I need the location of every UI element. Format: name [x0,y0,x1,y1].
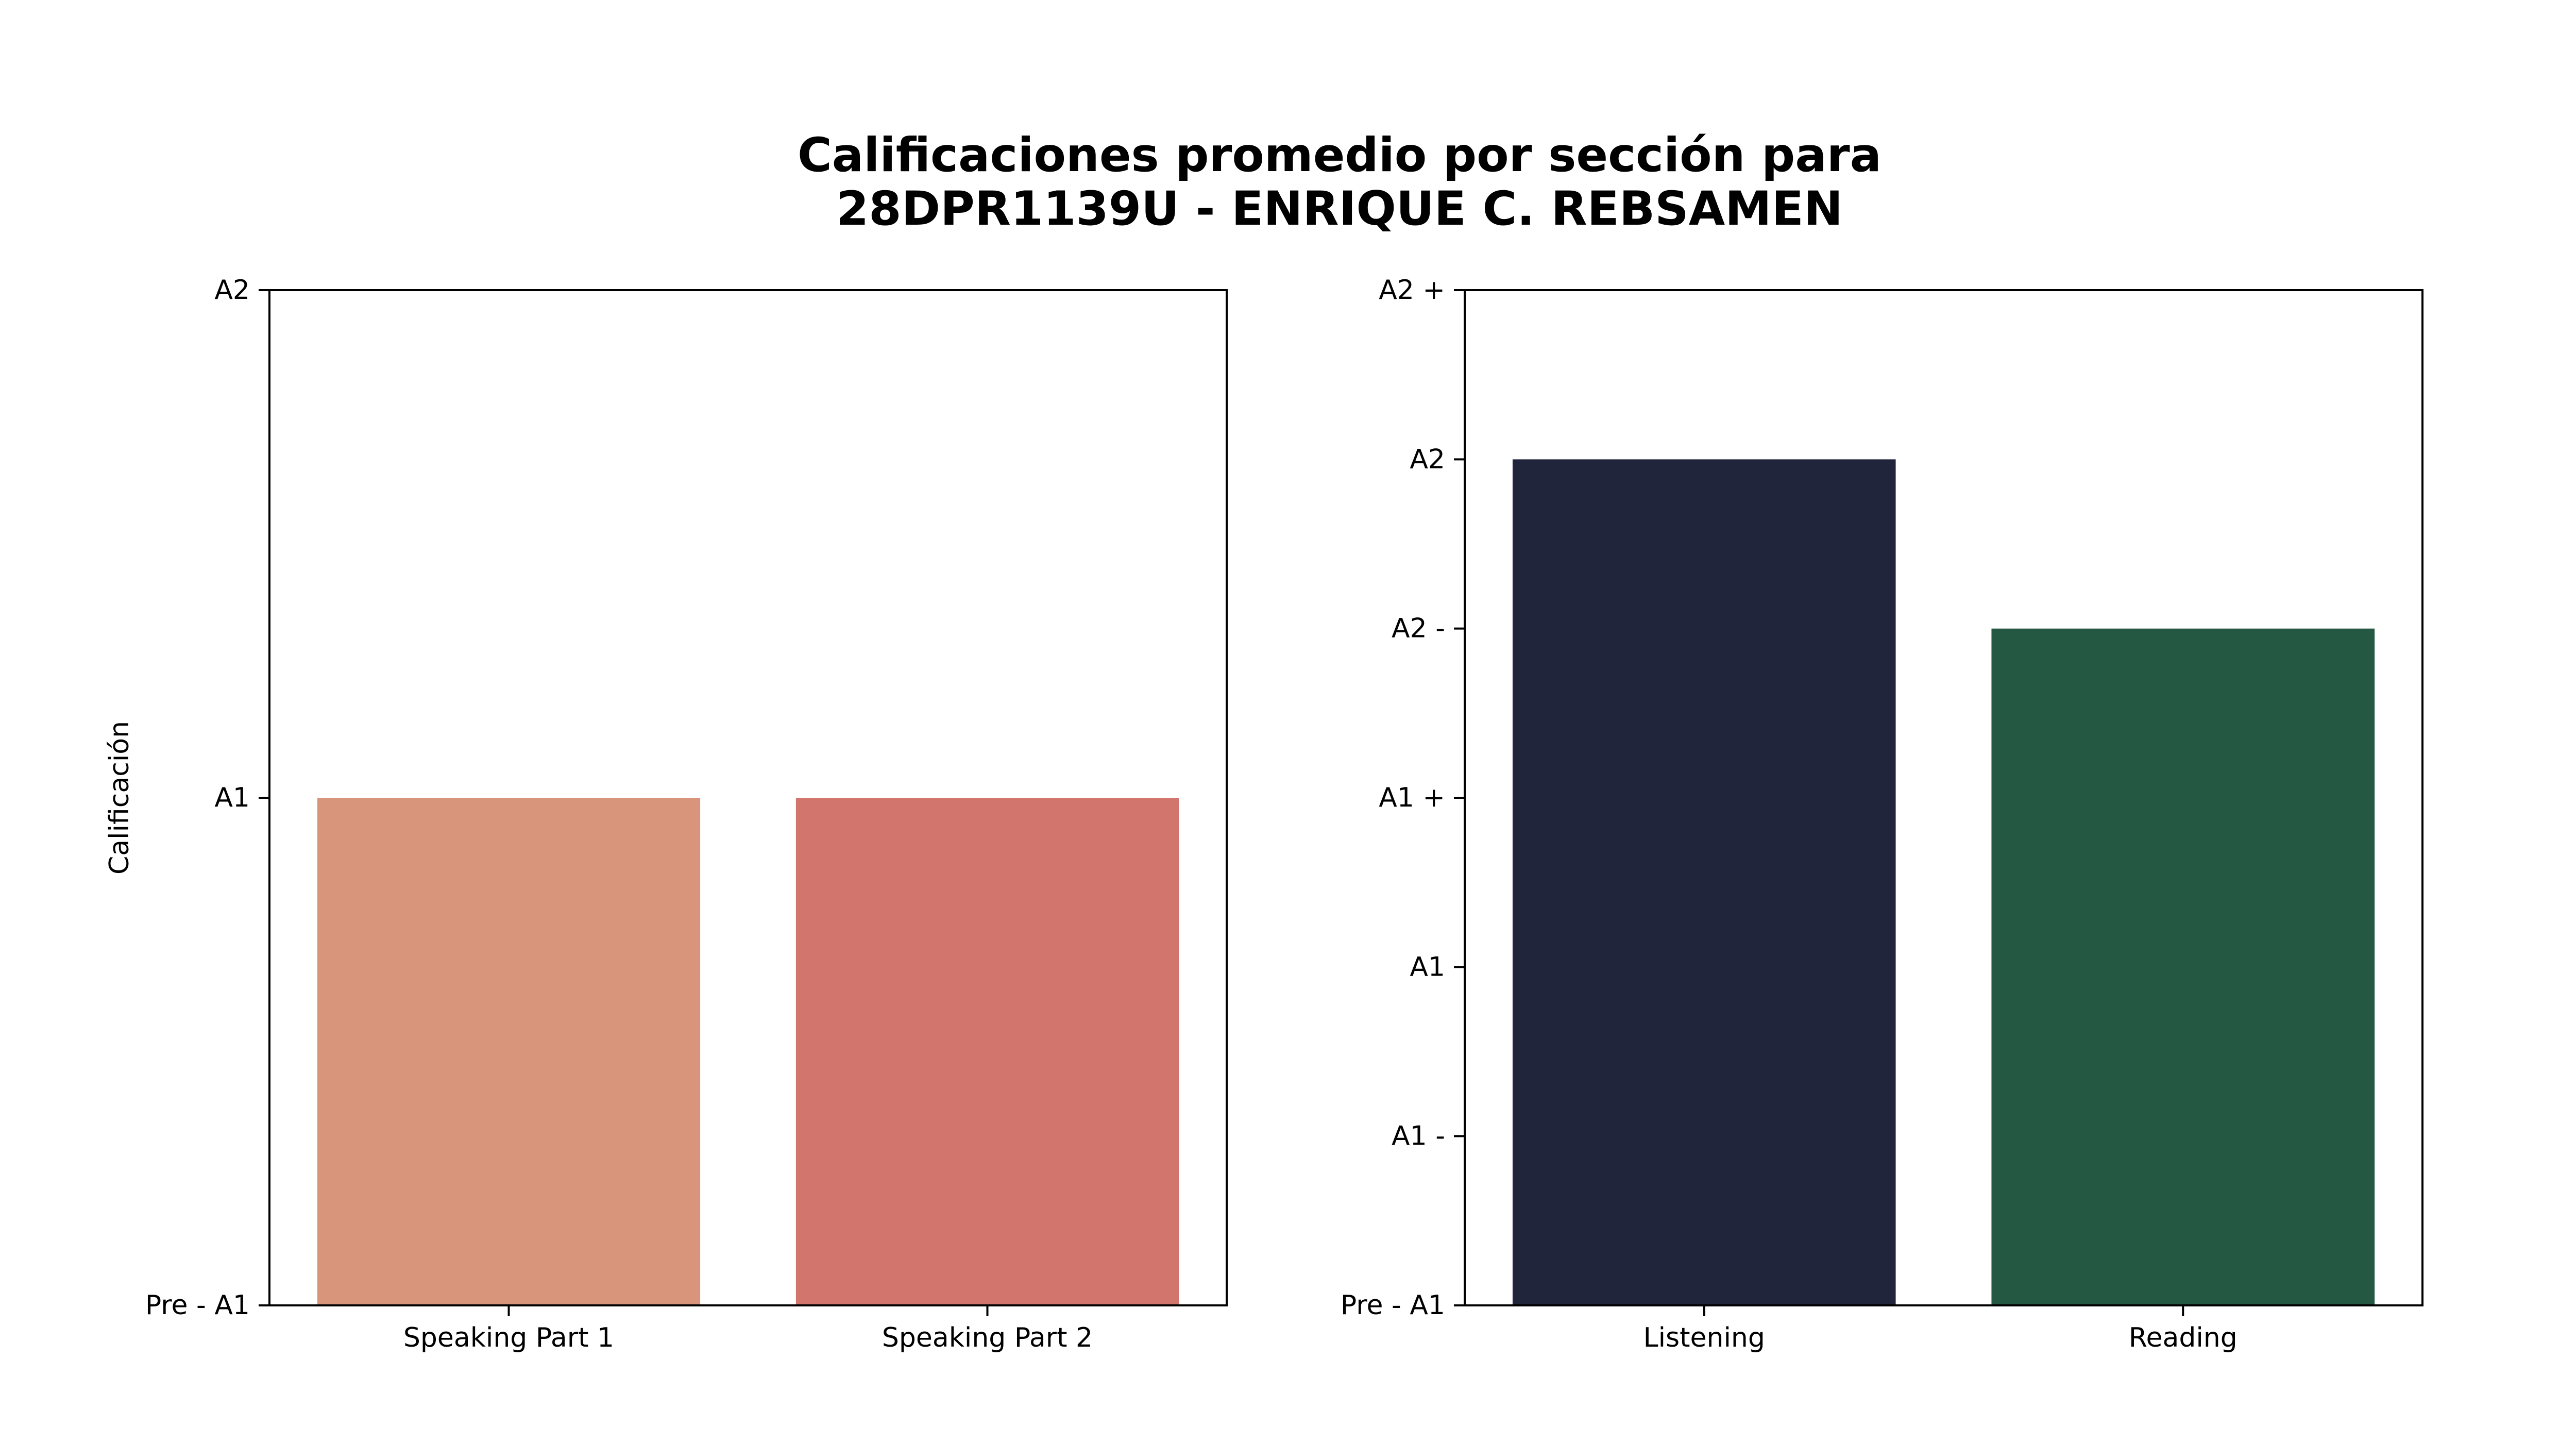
y-tick-label: A2 - [1392,613,1445,644]
chart-title: Calificaciones promedio por sección para… [0,129,2576,236]
y-tick-label: A1 [1410,951,1445,982]
x-tick-label: Reading [2129,1322,2238,1353]
chart-title-line-1: Calificaciones promedio por sección para [798,128,1882,182]
y-tick-label: A1 - [1392,1121,1445,1152]
y-tick-label: A2 + [1379,275,1445,306]
y-tick-label: Pre - A1 [145,1290,250,1321]
listening-reading-chart-panel: Pre - A1 A1 - A1 A1 + A2 - A2 A2 + Listening Rea… [1341,275,2424,1353]
chart-title-line-2: 28DPR1139U - ENRIQUE C. REBSAMEN [836,182,1843,236]
bar-listening [1512,459,1896,1306]
y-tick-label: A2 [1410,444,1445,475]
y-tick-label: A1 [214,782,250,813]
x-tick-label: Speaking Part 2 [882,1322,1093,1353]
speaking-chart-panel: Pre - A1 A1 A2 Speaking Part 1 Speaking Part… [104,275,1228,1353]
y-axis-label: Calificación [104,721,135,875]
bar-speaking-part-1 [317,798,701,1305]
y-tick-label: A2 [214,275,250,306]
x-tick-label: Speaking Part 1 [403,1322,614,1353]
y-tick-label: A1 + [1379,782,1445,813]
y-tick-label: Pre - A1 [1341,1290,1445,1321]
bar-reading [1991,628,2375,1305]
bar-speaking-part-2 [795,798,1179,1305]
x-tick-label: Listening [1643,1322,1765,1353]
